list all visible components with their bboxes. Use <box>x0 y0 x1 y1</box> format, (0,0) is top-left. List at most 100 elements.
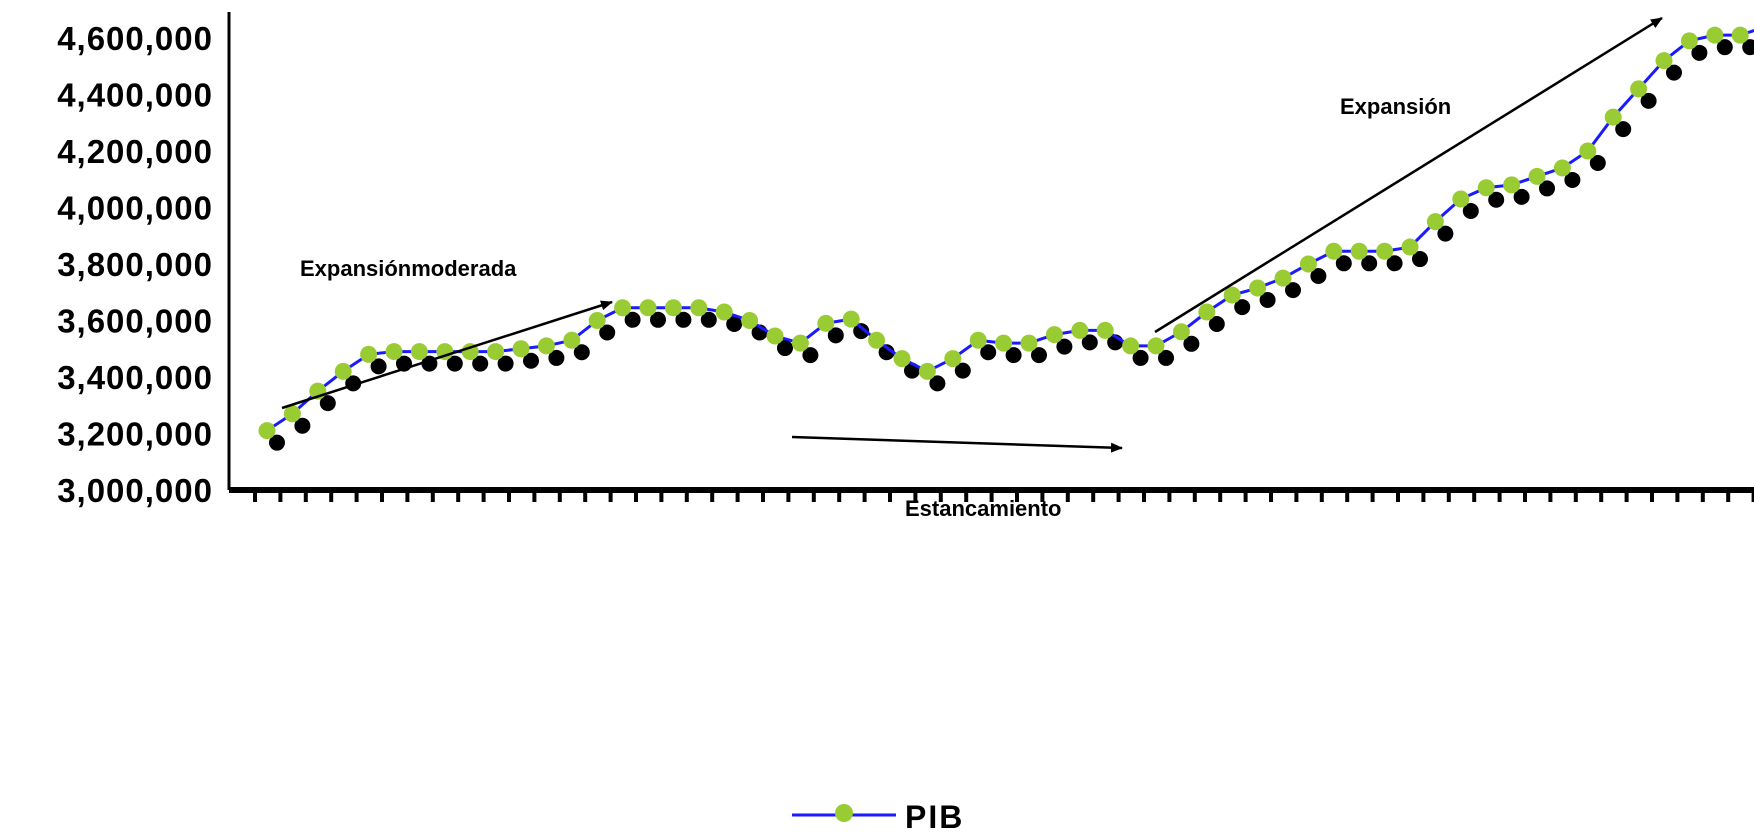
data-point-shadow <box>1208 316 1225 333</box>
legend-marker-swatch <box>835 804 853 822</box>
data-point-shadow <box>1285 282 1301 299</box>
annotation-estancamiento: Estancamiento <box>905 496 1062 521</box>
data-point-shadow <box>523 352 539 369</box>
data-point-shadow <box>1437 225 1454 242</box>
data-point <box>766 327 784 345</box>
data-point-shadow <box>624 311 641 328</box>
data-point <box>1325 242 1343 260</box>
annotation-expansion: Expansión <box>1340 94 1451 119</box>
data-point <box>410 343 428 361</box>
data-point <box>385 343 403 361</box>
data-point <box>1045 326 1063 344</box>
data-point <box>868 331 886 349</box>
data-point-shadow <box>573 344 590 361</box>
data-point-shadow <box>1412 251 1428 268</box>
data-point <box>1503 176 1521 194</box>
data-point <box>1147 337 1165 355</box>
data-point-shadow <box>599 324 616 341</box>
data-point-shadow <box>1005 347 1022 364</box>
data-point-shadow <box>1513 188 1530 205</box>
data-point <box>1350 242 1368 260</box>
data-point <box>1401 238 1419 256</box>
y-tick-label: 3,000,000 <box>57 472 213 509</box>
data-point-shadow <box>1691 44 1708 61</box>
data-point-shadow <box>1259 292 1276 309</box>
legend: PIB <box>792 799 964 835</box>
data-point <box>1198 303 1216 321</box>
data-point <box>1376 242 1394 260</box>
data-point-shadow <box>777 340 793 357</box>
data-point <box>487 343 505 361</box>
data-point-shadow <box>1564 171 1581 188</box>
data-point <box>817 314 835 332</box>
data-point-shadow <box>548 349 565 366</box>
data-point-shadow <box>1488 191 1505 208</box>
data-point-shadow <box>853 323 870 340</box>
data-point <box>1223 286 1241 304</box>
data-point-shadow <box>1031 347 1047 364</box>
data-point <box>1122 337 1140 355</box>
data-point-shadow <box>726 316 743 333</box>
data-point-shadow <box>650 311 666 328</box>
data-point-shadow <box>954 362 971 379</box>
data-point <box>614 299 632 317</box>
data-point-shadow <box>1234 299 1251 316</box>
data-point-shadow <box>1666 64 1682 81</box>
data-point <box>1096 321 1114 339</box>
data-point <box>258 422 276 440</box>
data-point-shadow <box>1716 39 1733 56</box>
data-point <box>995 334 1013 352</box>
data-point-shadow <box>269 434 285 451</box>
data-point <box>969 331 987 349</box>
data-point-shadow <box>1462 203 1479 220</box>
data-point <box>512 340 530 358</box>
data-point <box>1172 323 1190 341</box>
data-point-shadow <box>929 375 946 392</box>
data-point-shadow <box>1615 121 1632 138</box>
data-point <box>1426 213 1444 231</box>
data-point <box>360 345 378 363</box>
x-axis-tick-marks <box>253 490 1754 502</box>
data-point-shadow <box>446 355 463 372</box>
data-point-shadow <box>1742 39 1754 56</box>
data-point-shadow <box>1158 349 1174 366</box>
data-point-shadow <box>370 358 387 375</box>
legend-label-pib: PIB <box>905 799 964 835</box>
arrow-expansion <box>1154 16 1663 334</box>
data-point <box>1604 108 1622 126</box>
data-point <box>1680 32 1698 50</box>
data-point-shadow <box>1183 335 1200 352</box>
data-point-shadow <box>1361 255 1378 272</box>
data-point <box>639 299 657 317</box>
y-tick-label: 4,400,000 <box>57 77 213 114</box>
data-point-shadow <box>497 355 514 372</box>
data-point-shadow <box>1310 268 1327 284</box>
data-point <box>1553 159 1571 177</box>
data-point <box>283 405 301 423</box>
data-point-shadow <box>980 344 997 361</box>
data-point-shadow <box>700 311 717 328</box>
series-pib <box>258 26 1754 451</box>
y-tick-label: 4,200,000 <box>57 133 213 170</box>
data-point-shadow <box>1539 180 1555 197</box>
data-point-shadow <box>1589 155 1606 171</box>
data-point <box>334 362 352 380</box>
data-point-shadow <box>802 347 819 364</box>
data-point <box>842 310 860 328</box>
data-point <box>1528 167 1546 185</box>
data-point-shadow <box>878 344 895 361</box>
data-point-shadow <box>294 417 311 434</box>
data-point <box>1477 179 1495 197</box>
data-point <box>1655 52 1673 70</box>
data-point <box>741 312 759 329</box>
y-axis-tick-labels: 4,600,000 4,400,000 4,200,000 4,000,000 3,80… <box>57 20 213 509</box>
data-point-shadow <box>319 395 336 412</box>
data-point <box>1071 321 1089 339</box>
data-point <box>1274 269 1292 287</box>
data-point <box>944 350 962 368</box>
data-point-shadow <box>1335 255 1352 272</box>
data-point <box>893 350 911 368</box>
data-point <box>715 303 733 321</box>
data-point-shadow <box>1056 338 1073 355</box>
